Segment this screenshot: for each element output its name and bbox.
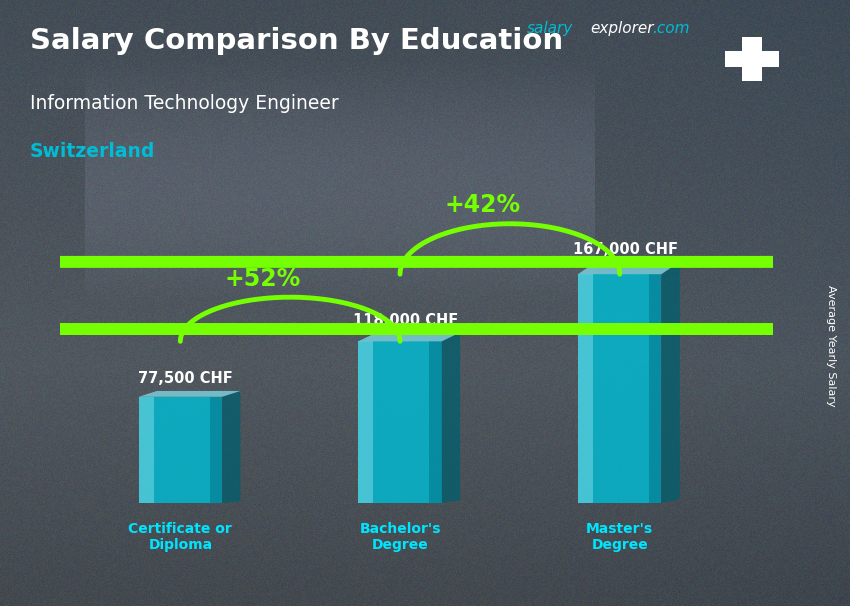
Polygon shape <box>139 397 222 503</box>
Polygon shape <box>442 333 460 503</box>
Polygon shape <box>359 341 373 503</box>
Polygon shape <box>578 274 593 503</box>
Text: explorer: explorer <box>591 21 654 36</box>
Polygon shape <box>578 274 661 503</box>
Text: Salary Comparison By Education: Salary Comparison By Education <box>30 27 563 55</box>
Polygon shape <box>578 262 680 274</box>
FancyBboxPatch shape <box>742 37 762 81</box>
Polygon shape <box>0 323 850 335</box>
Text: Switzerland: Switzerland <box>30 142 155 161</box>
Polygon shape <box>210 397 222 503</box>
Polygon shape <box>222 391 241 503</box>
Polygon shape <box>359 341 442 503</box>
FancyBboxPatch shape <box>725 51 779 67</box>
Polygon shape <box>429 341 442 503</box>
Text: 77,500 CHF: 77,500 CHF <box>139 371 233 386</box>
Text: .com: .com <box>652 21 689 36</box>
Text: +52%: +52% <box>224 267 301 291</box>
Text: Certificate or
Diploma: Certificate or Diploma <box>128 522 232 552</box>
Polygon shape <box>139 397 154 503</box>
Polygon shape <box>139 391 241 397</box>
Text: 118,000 CHF: 118,000 CHF <box>353 313 458 328</box>
Text: Information Technology Engineer: Information Technology Engineer <box>30 94 338 113</box>
Text: 167,000 CHF: 167,000 CHF <box>573 242 677 257</box>
Text: salary: salary <box>527 21 573 36</box>
Polygon shape <box>359 333 460 341</box>
Text: Bachelor's
Degree: Bachelor's Degree <box>360 522 441 552</box>
Text: +42%: +42% <box>445 193 520 218</box>
Polygon shape <box>649 274 661 503</box>
Text: Master's
Degree: Master's Degree <box>586 522 654 552</box>
Text: Average Yearly Salary: Average Yearly Salary <box>826 285 836 406</box>
Polygon shape <box>661 262 680 503</box>
Polygon shape <box>0 256 850 268</box>
